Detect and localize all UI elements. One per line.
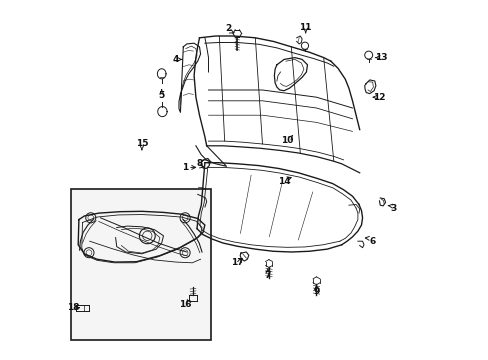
Text: 17: 17 bbox=[230, 258, 243, 267]
Bar bbox=[71, 189, 211, 340]
Text: 6: 6 bbox=[368, 237, 375, 246]
Text: 4: 4 bbox=[173, 55, 179, 64]
Text: 10: 10 bbox=[281, 136, 293, 145]
Text: 1: 1 bbox=[182, 163, 188, 172]
Text: 9: 9 bbox=[313, 287, 319, 296]
Text: 2: 2 bbox=[224, 24, 231, 33]
Text: 12: 12 bbox=[372, 93, 385, 102]
Text: 13: 13 bbox=[374, 53, 387, 62]
Text: 16: 16 bbox=[179, 300, 191, 309]
Text: 5: 5 bbox=[158, 91, 164, 100]
Text: 11: 11 bbox=[299, 22, 311, 31]
Text: 15: 15 bbox=[135, 139, 148, 148]
Text: 7: 7 bbox=[264, 271, 270, 280]
Text: 14: 14 bbox=[277, 177, 290, 186]
Text: 18: 18 bbox=[67, 303, 80, 312]
Text: 3: 3 bbox=[390, 204, 396, 213]
Text: 8: 8 bbox=[196, 159, 202, 168]
